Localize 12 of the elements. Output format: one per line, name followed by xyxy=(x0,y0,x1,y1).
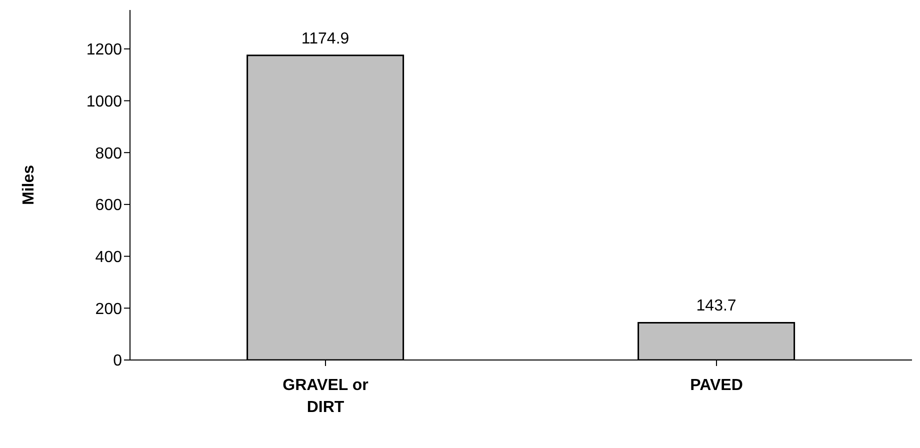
x-tick-label: PAVED xyxy=(690,377,743,394)
y-tick-label: 600 xyxy=(95,197,122,214)
y-tick-label: 200 xyxy=(95,300,122,318)
y-axis-title: Miles xyxy=(20,164,38,206)
y-tick-label: 800 xyxy=(95,145,122,162)
data-label: 1174.9 xyxy=(301,30,350,48)
y-tick-label: 0 xyxy=(113,352,122,370)
y-tick-label: 1200 xyxy=(86,42,122,59)
data-label: 143.7 xyxy=(696,298,736,315)
x-tick-label: GRAVEL or DIRT xyxy=(282,377,368,416)
y-tick-label: 1000 xyxy=(86,93,122,110)
y-tick-label: 400 xyxy=(95,248,122,266)
